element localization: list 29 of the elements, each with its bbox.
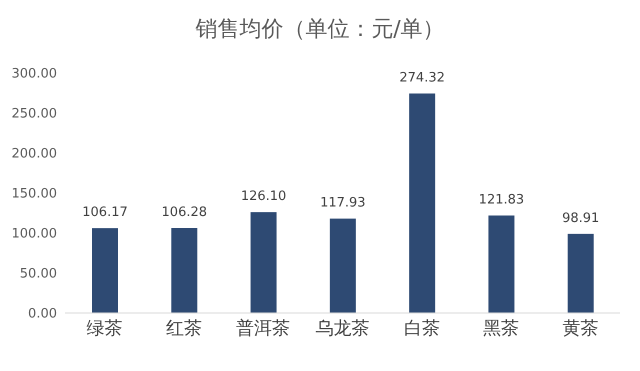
y-tick-label: 200.00	[12, 146, 57, 162]
x-tick-label: 乌龙茶	[316, 318, 370, 339]
bar	[92, 228, 118, 313]
data-label: 106.17	[82, 205, 128, 220]
y-tick-label: 100.00	[12, 226, 57, 242]
x-tick-label: 红茶	[166, 318, 202, 339]
bar	[171, 228, 198, 313]
y-tick-label: 50.00	[20, 266, 57, 282]
y-tick-label: 150.00	[12, 186, 57, 202]
bar	[330, 218, 356, 313]
data-label: 121.83	[478, 192, 524, 208]
bar	[488, 216, 514, 313]
data-label: 274.32	[399, 70, 445, 86]
y-tick-label: 250.00	[12, 106, 57, 122]
data-label: 117.93	[320, 196, 366, 211]
x-tick-label: 绿茶	[86, 318, 123, 339]
x-tick-label: 白茶	[404, 318, 440, 339]
y-tick-label: 0.00	[28, 306, 57, 322]
bar	[409, 94, 436, 313]
chart-title: 销售均价（单位：元/单）	[194, 16, 446, 44]
data-label: 126.10	[240, 189, 286, 204]
x-tick-label: 黑茶	[483, 318, 520, 339]
x-tick-label: 普洱茶	[236, 318, 290, 339]
data-label: 98.91	[562, 210, 600, 226]
bar	[250, 212, 277, 313]
y-tick-label: 300.00	[12, 66, 57, 82]
data-label: 106.28	[162, 204, 208, 220]
bar	[568, 234, 594, 313]
x-tick-label: 黄茶	[562, 318, 598, 339]
